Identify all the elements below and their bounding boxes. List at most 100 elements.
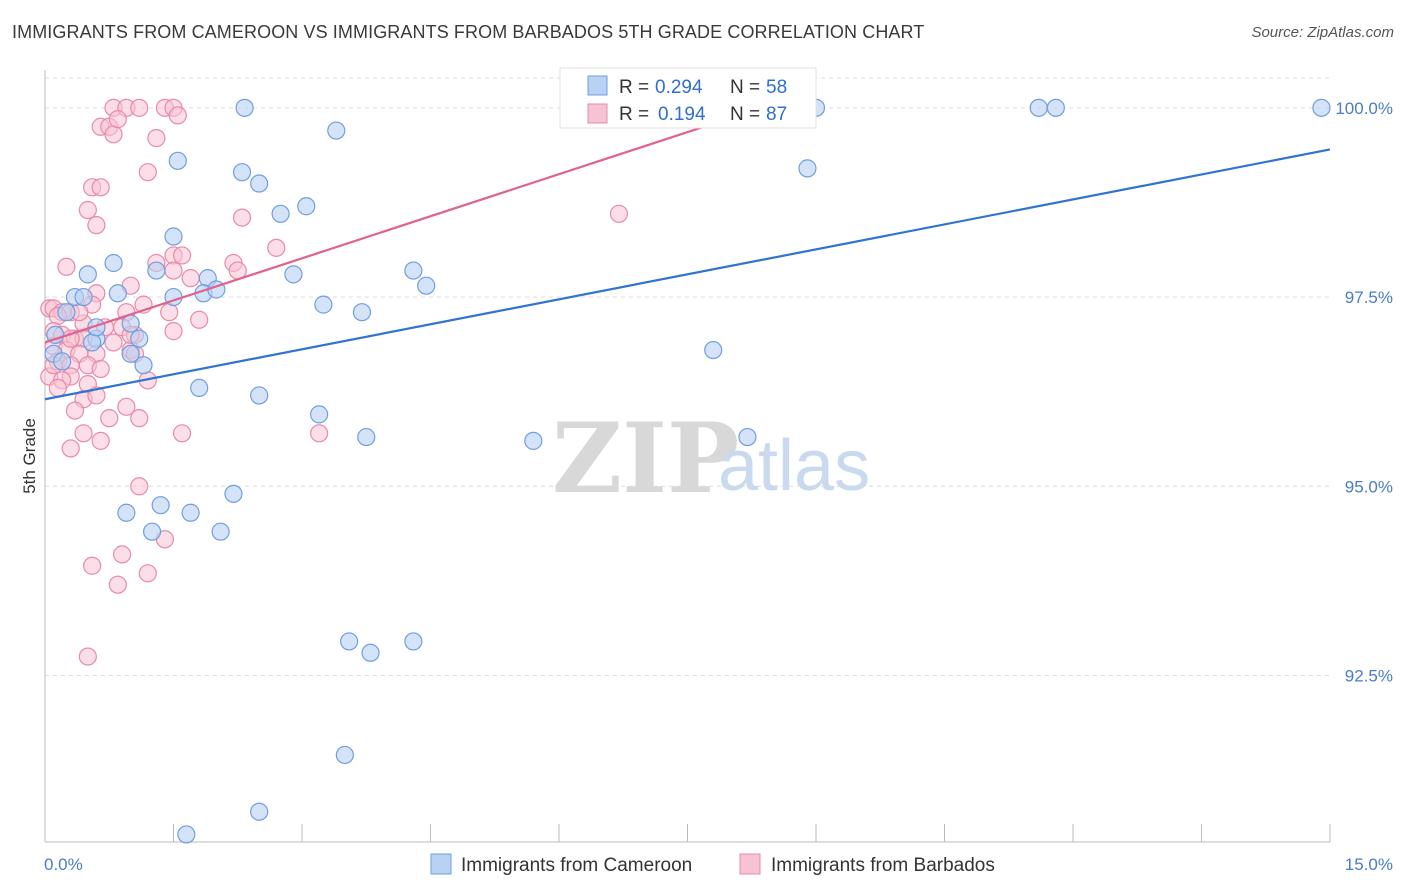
data-point-cameroon xyxy=(224,484,243,503)
data-point-barbados xyxy=(91,178,110,197)
data-point-cameroon xyxy=(164,227,183,246)
data-point-barbados xyxy=(91,359,110,379)
trend-line-cameroon xyxy=(44,148,1331,401)
data-point-barbados xyxy=(172,246,192,265)
data-point-cameroon xyxy=(57,303,76,322)
chart-source: Source: ZipAtlas.com xyxy=(1251,24,1394,41)
data-point-barbados xyxy=(160,303,179,322)
data-point-cameroon xyxy=(181,503,200,522)
data-point-cameroon xyxy=(361,643,380,662)
x-tick-labels: 0.0% 15.0% xyxy=(44,855,1393,874)
data-point-cameroon xyxy=(142,522,162,541)
data-point-barbados xyxy=(232,208,252,227)
data-point-barbados xyxy=(164,261,183,280)
data-point-cameroon xyxy=(357,427,376,447)
data-point-barbados xyxy=(108,575,127,594)
data-point-cameroon xyxy=(250,802,269,821)
y-tick-labels: 92.5% 95.0% 97.5% 100.0% xyxy=(1335,99,1393,686)
data-point-cameroon xyxy=(235,98,254,117)
data-point-barbados xyxy=(164,322,183,341)
data-point-cameroon xyxy=(74,287,93,307)
data-point-cameroon xyxy=(147,261,166,280)
data-point-cameroon xyxy=(1046,98,1065,117)
data-point-barbados xyxy=(104,125,123,144)
legend-r-value-2: 0.194 xyxy=(658,104,706,125)
data-point-barbados xyxy=(172,424,192,443)
data-point-barbados xyxy=(87,216,106,235)
y-tick-label: 100.0% xyxy=(1335,99,1393,118)
data-point-cameroon xyxy=(404,261,423,280)
data-point-barbados xyxy=(117,397,136,416)
data-point-barbados xyxy=(130,409,149,428)
legend-r-label-2: R = xyxy=(619,104,649,125)
data-point-barbados xyxy=(310,424,329,443)
y-tick-label: 92.5% xyxy=(1345,666,1393,685)
data-point-cameroon xyxy=(524,431,543,450)
data-point-barbados xyxy=(100,409,119,428)
legend-n-label-1: N = xyxy=(730,77,760,98)
data-point-cameroon xyxy=(232,163,252,182)
legend-r-label-1: R = xyxy=(619,77,649,98)
data-point-barbados xyxy=(91,431,110,450)
data-point-barbados xyxy=(108,110,127,129)
data-point-barbados xyxy=(609,204,629,223)
data-point-barbados xyxy=(267,238,286,257)
data-point-cameroon xyxy=(168,151,187,170)
data-point-cameroon xyxy=(271,204,290,223)
trend-lines xyxy=(44,89,1331,401)
legend-box: R = 0.294 N = 58 R = 0.194 N = 87 xyxy=(559,67,817,129)
data-point-cameroon xyxy=(250,386,269,405)
data-point-barbados xyxy=(190,310,209,329)
bottom-legend-swatch-cameroon xyxy=(430,853,452,875)
legend-n-label-2: N = xyxy=(730,104,760,125)
data-point-cameroon xyxy=(134,356,153,375)
data-point-cameroon xyxy=(404,632,423,651)
x-tick-label-min: 0.0% xyxy=(44,855,83,874)
data-point-cameroon xyxy=(297,197,316,216)
data-point-cameroon xyxy=(78,265,97,284)
legend-swatch-barbados xyxy=(587,103,608,124)
data-point-barbados xyxy=(87,386,106,405)
data-point-cameroon xyxy=(46,325,65,345)
x-tick-label-max: 15.0% xyxy=(1345,855,1393,874)
bottom-legend: Immigrants from Cameroon Immigrants from… xyxy=(430,853,995,876)
data-point-cameroon xyxy=(117,503,136,522)
bottom-legend-label-cameroon: Immigrants from Cameroon xyxy=(461,855,692,876)
data-point-cameroon xyxy=(53,352,72,371)
data-point-cameroon xyxy=(190,378,209,397)
data-point-cameroon xyxy=(211,522,230,541)
data-point-barbados xyxy=(83,556,102,575)
data-point-cameroon xyxy=(798,159,817,178)
data-point-cameroon xyxy=(352,303,372,322)
y-tick-label: 95.0% xyxy=(1345,477,1393,496)
data-point-cameroon xyxy=(284,265,303,284)
legend-n-value-2: 87 xyxy=(766,104,787,125)
data-point-barbados xyxy=(61,439,80,458)
legend-n-value-1: 58 xyxy=(766,77,787,98)
data-point-barbados xyxy=(138,564,157,583)
data-point-barbados xyxy=(104,333,123,352)
data-point-barbados xyxy=(78,200,97,220)
data-point-barbados xyxy=(130,477,149,496)
data-point-cameroon xyxy=(335,745,354,765)
data-point-cameroon xyxy=(121,314,140,333)
data-point-barbados xyxy=(74,424,93,443)
data-point-cameroon xyxy=(130,329,149,348)
legend-r-value-1: 0.294 xyxy=(655,77,703,98)
data-point-cameroon xyxy=(340,632,359,651)
data-point-cameroon xyxy=(417,276,436,295)
data-point-cameroon xyxy=(83,333,102,352)
data-point-cameroon xyxy=(327,121,346,140)
data-point-cameroon xyxy=(151,496,170,515)
data-point-barbados xyxy=(130,98,149,117)
y-tick-label: 97.5% xyxy=(1345,288,1393,307)
legend-swatch-cameroon xyxy=(587,75,608,96)
data-point-cameroon xyxy=(104,253,123,273)
data-point-cameroon xyxy=(177,825,196,844)
data-point-cameroon xyxy=(108,284,127,303)
trend-line-barbados xyxy=(44,103,774,344)
data-point-cameroon xyxy=(121,344,140,363)
data-point-barbados xyxy=(65,401,85,420)
data-point-barbados xyxy=(112,545,132,564)
